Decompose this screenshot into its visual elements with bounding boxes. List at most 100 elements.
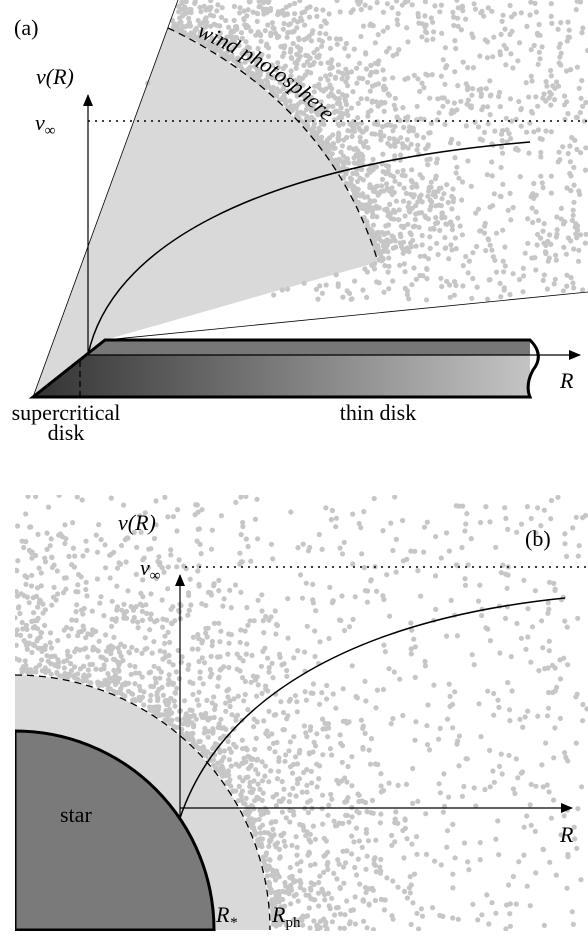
dot bbox=[455, 16, 460, 21]
dot bbox=[505, 586, 510, 591]
dot bbox=[321, 870, 326, 875]
dot bbox=[338, 618, 343, 623]
dot bbox=[84, 678, 89, 683]
dot bbox=[565, 758, 570, 763]
dot bbox=[212, 715, 217, 720]
dot bbox=[283, 844, 288, 849]
dot bbox=[547, 580, 552, 585]
dot bbox=[14, 589, 19, 594]
dot bbox=[148, 708, 153, 713]
dot bbox=[485, 172, 490, 177]
dot bbox=[427, 747, 432, 752]
dot bbox=[530, 220, 535, 225]
dot bbox=[558, 716, 563, 721]
dot bbox=[377, 132, 382, 137]
dot bbox=[288, 901, 293, 906]
dot bbox=[287, 99, 292, 104]
dot bbox=[402, 889, 407, 894]
dot bbox=[283, 884, 288, 889]
dot bbox=[39, 657, 44, 662]
dot bbox=[494, 270, 499, 275]
dot bbox=[541, 847, 546, 852]
dot bbox=[515, 58, 520, 63]
dot bbox=[524, 24, 529, 29]
dot bbox=[270, 556, 275, 561]
dot bbox=[25, 494, 30, 499]
dot bbox=[401, 855, 406, 860]
dot bbox=[295, 777, 300, 782]
dot bbox=[529, 516, 534, 521]
dot bbox=[23, 582, 28, 587]
dot bbox=[150, 651, 155, 656]
dot bbox=[264, 42, 269, 47]
dot bbox=[186, 662, 191, 667]
dot bbox=[303, 893, 308, 898]
dot bbox=[546, 690, 551, 695]
dot bbox=[259, 39, 264, 44]
v-inf-label: v∞ bbox=[35, 110, 56, 139]
dot bbox=[74, 618, 79, 623]
dot bbox=[565, 20, 570, 25]
dot bbox=[287, 875, 292, 880]
dot bbox=[361, 509, 366, 514]
dot bbox=[305, 624, 310, 629]
dot bbox=[533, 267, 538, 272]
dot bbox=[549, 14, 554, 19]
dot bbox=[174, 669, 179, 674]
dot bbox=[214, 8, 219, 13]
dot bbox=[393, 107, 398, 112]
dot bbox=[168, 552, 173, 557]
dot bbox=[286, 748, 291, 753]
dot bbox=[423, 663, 428, 668]
dot bbox=[314, 731, 319, 736]
dot bbox=[544, 79, 549, 84]
dot bbox=[457, 733, 462, 738]
dot bbox=[387, 214, 392, 219]
dot bbox=[331, 691, 336, 696]
dot bbox=[241, 761, 246, 766]
dot bbox=[409, 646, 414, 651]
dot bbox=[355, 695, 360, 700]
dot bbox=[378, 869, 383, 874]
dot bbox=[574, 115, 579, 120]
dot bbox=[452, 689, 457, 694]
dot bbox=[232, 4, 237, 9]
dot bbox=[552, 725, 557, 730]
dot bbox=[489, 900, 494, 905]
dot bbox=[238, 590, 243, 595]
dot bbox=[226, 57, 231, 62]
dot bbox=[401, 125, 406, 130]
dot bbox=[195, 697, 200, 702]
dot bbox=[422, 214, 427, 219]
dot bbox=[421, 550, 426, 555]
dot bbox=[292, 1, 297, 6]
dot bbox=[575, 616, 580, 621]
dot bbox=[320, 822, 325, 827]
dot bbox=[455, 83, 460, 88]
dot bbox=[368, 89, 373, 94]
dot bbox=[510, 271, 515, 276]
dot bbox=[325, 138, 330, 143]
dot bbox=[350, 171, 355, 176]
dot bbox=[243, 628, 248, 633]
dot bbox=[195, 502, 200, 507]
dot bbox=[456, 763, 461, 768]
dot bbox=[152, 619, 157, 624]
dot bbox=[327, 36, 332, 41]
dot bbox=[201, 681, 206, 686]
dot bbox=[266, 844, 271, 849]
dot bbox=[316, 776, 321, 781]
dot bbox=[444, 845, 449, 850]
dot bbox=[504, 116, 509, 121]
dot bbox=[25, 647, 30, 652]
dot bbox=[166, 677, 171, 682]
dot bbox=[538, 154, 543, 159]
dot bbox=[344, 41, 349, 46]
dot bbox=[568, 159, 573, 164]
dot bbox=[462, 576, 467, 581]
dot bbox=[578, 232, 583, 237]
dot bbox=[503, 62, 508, 67]
dot bbox=[315, 923, 320, 928]
dot bbox=[442, 235, 447, 240]
dot bbox=[412, 738, 417, 743]
